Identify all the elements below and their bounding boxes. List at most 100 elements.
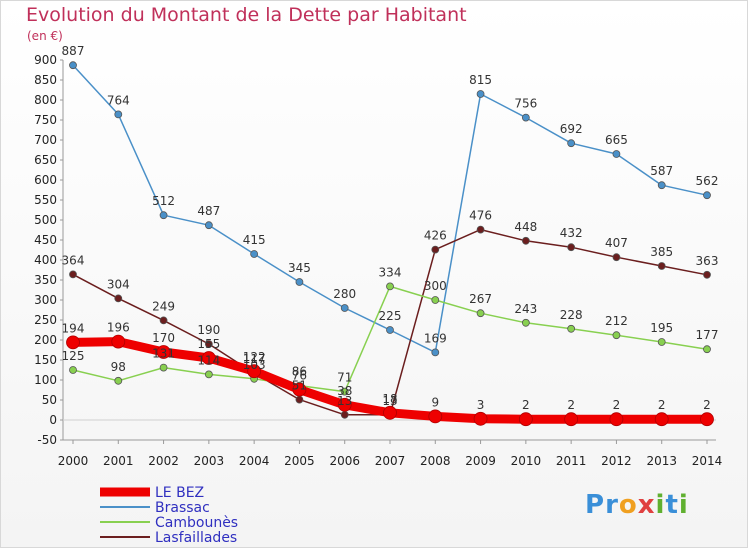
chart-title: Evolution du Montant de la Dette par Hab… [26, 4, 467, 26]
data-label: 125 [62, 349, 85, 363]
legend-label: LE BEZ [155, 485, 204, 501]
data-point [612, 150, 621, 158]
data-point [114, 110, 123, 119]
data-point [114, 294, 123, 303]
data-point [567, 139, 576, 148]
data-point [159, 211, 168, 220]
data-point [111, 334, 126, 349]
data-label: 2 [658, 398, 666, 412]
data-point [204, 221, 213, 230]
data-label: 764 [107, 93, 130, 107]
data-point [201, 351, 216, 365]
x-tick-label: 2000 [58, 454, 89, 468]
data-point [476, 90, 485, 98]
x-tick-label: 2010 [511, 454, 542, 468]
data-point [386, 326, 394, 334]
data-point [612, 253, 621, 262]
data-label: 212 [605, 314, 628, 328]
data-point [703, 345, 711, 354]
x-tick-label: 2002 [148, 454, 179, 468]
data-label: 756 [514, 97, 537, 111]
data-label: 334 [379, 265, 402, 279]
data-label: 9 [431, 395, 439, 409]
data-label: 2 [613, 398, 621, 412]
y-tick-label: 650 [34, 153, 57, 167]
data-labels: 8877645124874153452802251698157566926655… [62, 44, 719, 412]
data-point [654, 412, 669, 427]
logo-letter: P [585, 490, 606, 520]
data-label: 195 [650, 321, 673, 335]
data-point [521, 318, 530, 327]
data-point [69, 366, 77, 374]
data-label: 512 [152, 194, 175, 208]
data-point [69, 270, 77, 279]
data-label: 122 [243, 350, 266, 364]
data-label: 304 [107, 277, 130, 291]
y-tick-label: 900 [34, 53, 57, 67]
data-label: 86 [292, 365, 307, 379]
data-point [703, 270, 711, 279]
series-layer [66, 61, 714, 427]
data-label: 280 [333, 287, 356, 301]
data-label: 364 [62, 253, 85, 267]
y-tick-label: 400 [34, 253, 57, 267]
data-label: 432 [560, 226, 583, 240]
data-label: 38 [337, 384, 352, 398]
data-label: 300 [424, 279, 447, 293]
data-point [295, 278, 304, 286]
data-point [567, 243, 576, 252]
data-point [473, 411, 488, 426]
data-label: 169 [424, 331, 447, 345]
x-tick-label: 2001 [103, 454, 134, 468]
data-point [383, 405, 397, 420]
logo-letter: i [655, 490, 666, 520]
logo-letter: x [637, 490, 656, 520]
data-label: 196 [107, 321, 130, 335]
data-point [431, 245, 440, 254]
x-tick-label: 2004 [239, 454, 270, 468]
data-label: 487 [197, 204, 220, 218]
data-label: 562 [696, 174, 719, 188]
data-point [204, 370, 213, 379]
data-point [428, 409, 443, 424]
data-label: 114 [197, 353, 220, 367]
y-tick-label: 600 [34, 173, 57, 187]
unit-label: (en €) [27, 29, 63, 43]
data-label: 448 [514, 220, 537, 234]
data-label: 76 [292, 369, 307, 383]
data-label: 887 [62, 44, 85, 58]
data-label: 363 [696, 254, 719, 268]
data-point [386, 282, 394, 291]
data-point [340, 304, 349, 312]
data-label: 267 [469, 292, 492, 306]
data-point [476, 225, 485, 234]
x-tick-label: 2003 [194, 454, 225, 468]
x-tick-label: 2008 [420, 454, 451, 468]
x-tick-label: 2011 [556, 454, 587, 468]
data-label: 18 [382, 392, 397, 406]
y-tick-label: 50 [42, 393, 57, 407]
data-point [159, 363, 168, 372]
data-point [609, 412, 624, 427]
data-point [521, 236, 530, 245]
y-tick-label: 850 [34, 73, 57, 87]
data-label: 51 [292, 379, 307, 393]
data-point [204, 340, 213, 348]
x-tick-label: 2006 [329, 454, 360, 468]
x-tick-label: 2013 [646, 454, 677, 468]
legend-label: Brassac [155, 500, 210, 516]
x-tick-label: 2005 [284, 454, 315, 468]
y-tick-label: 150 [34, 353, 57, 367]
data-label: 190 [197, 323, 220, 337]
data-point [700, 412, 714, 427]
data-point [657, 181, 666, 190]
data-point [69, 61, 77, 70]
data-point [612, 331, 621, 340]
data-point [156, 345, 171, 359]
proxiti-logo: Proxiti [585, 490, 689, 520]
y-tick-label: -50 [37, 433, 57, 447]
logo-letter: o [618, 490, 638, 520]
data-label: 71 [337, 371, 352, 385]
data-label: 249 [152, 299, 175, 313]
